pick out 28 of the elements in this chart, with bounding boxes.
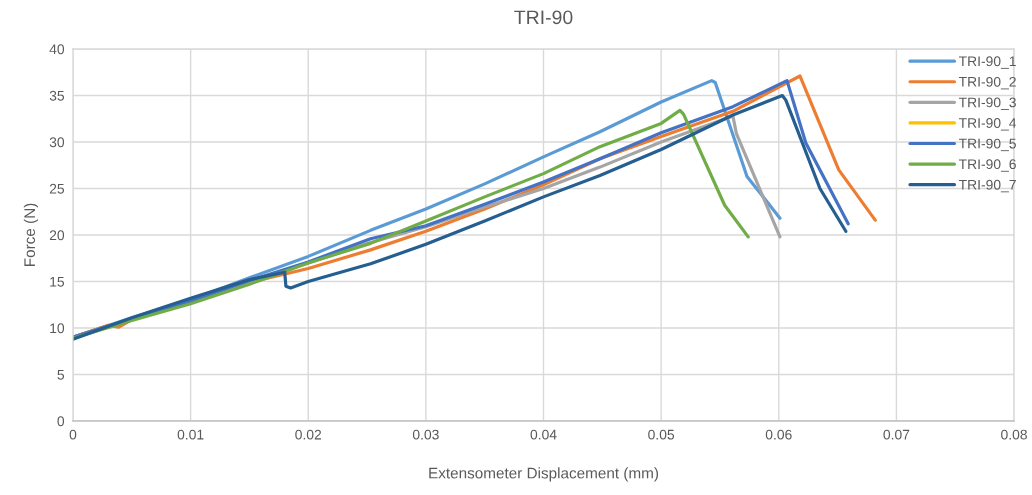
legend-label: TRI-90_6 <box>958 159 1016 172</box>
x-tick-label: 0.04 <box>530 429 557 440</box>
y-tick-label: 20 <box>49 230 65 241</box>
legend-label: TRI-90_7 <box>958 179 1016 193</box>
y-tick-label: 40 <box>49 44 65 55</box>
x-tick-label: 0.06 <box>765 429 792 440</box>
x-tick-label: 0.05 <box>648 429 675 440</box>
x-tick-label: 0.01 <box>177 429 204 440</box>
chart-title: TRI-90 <box>514 10 573 25</box>
y-tick-label: 5 <box>57 369 65 380</box>
legend-label: TRI-90_4 <box>958 118 1017 131</box>
legend-label: TRI-90_5 <box>958 138 1016 152</box>
x-axis-title: Extensometer Displacement (mm) <box>429 467 659 482</box>
y-axis-title: Force (N) <box>23 203 39 266</box>
legend-label: TRI-90_3 <box>958 97 1016 110</box>
x-tick-label: 0.08 <box>1001 429 1027 440</box>
legend-label: TRI-90_1 <box>958 56 1016 69</box>
x-tick-label: 0 <box>69 429 77 440</box>
y-tick-label: 0 <box>57 416 65 427</box>
legend-label: TRI-90_2 <box>958 76 1016 90</box>
y-tick-label: 30 <box>49 137 65 148</box>
y-tick-label: 25 <box>49 183 65 194</box>
y-tick-label: 10 <box>50 323 65 334</box>
y-tick-label: 35 <box>49 90 65 101</box>
x-tick-label: 0.03 <box>412 429 439 440</box>
x-tick-label: 0.07 <box>883 429 910 440</box>
x-tick-label: 0.02 <box>295 429 322 440</box>
y-tick-label: 15 <box>50 276 65 287</box>
